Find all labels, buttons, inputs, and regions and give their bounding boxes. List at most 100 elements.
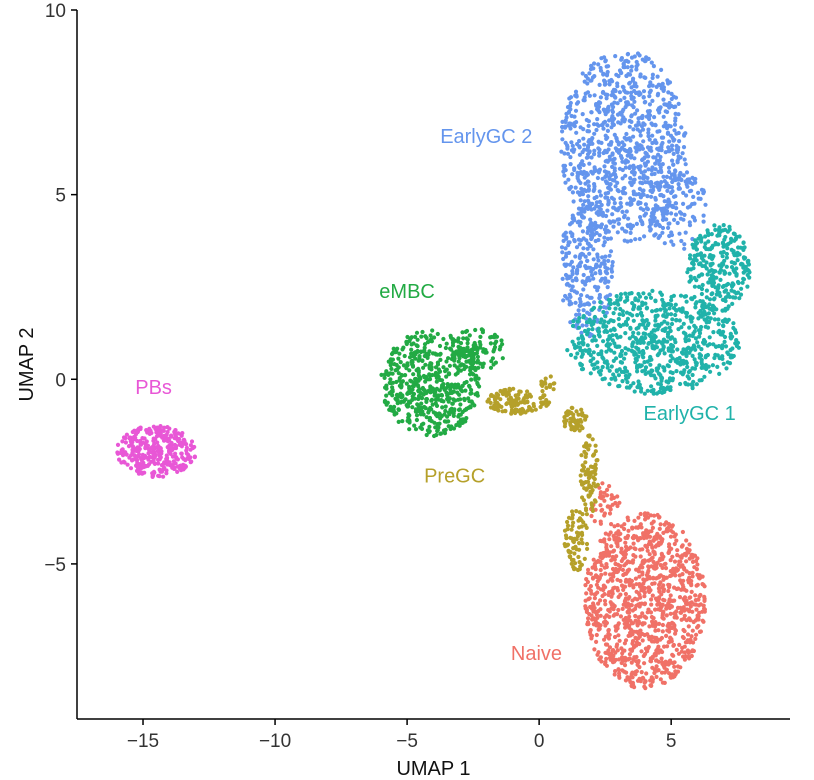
data-point: [608, 142, 613, 147]
data-point: [631, 76, 636, 81]
data-point: [716, 322, 721, 327]
data-point: [726, 304, 731, 309]
data-point: [595, 365, 600, 370]
data-point: [698, 252, 703, 258]
data-point: [600, 481, 605, 486]
data-point: [632, 518, 637, 524]
data-point: [686, 624, 691, 629]
data-point: [598, 300, 603, 305]
scatter-points: [115, 51, 752, 691]
data-point: [660, 585, 665, 590]
data-point: [687, 223, 693, 228]
data-point: [428, 333, 433, 338]
data-point: [162, 425, 167, 430]
data-point: [655, 146, 660, 151]
data-point: [662, 199, 667, 204]
data-point: [638, 133, 643, 138]
data-point: [603, 148, 608, 153]
data-point: [446, 419, 451, 424]
data-point: [434, 403, 440, 408]
data-point: [607, 368, 612, 373]
data-point: [596, 100, 602, 105]
data-point: [623, 540, 628, 545]
data-point: [677, 595, 683, 600]
data-point: [613, 377, 618, 382]
data-point: [726, 352, 731, 357]
data-point: [686, 370, 692, 375]
data-point: [649, 542, 654, 547]
data-point: [405, 361, 410, 366]
data-point: [588, 464, 594, 469]
data-point: [735, 290, 741, 295]
data-point: [599, 496, 604, 501]
data-point: [577, 547, 582, 552]
data-point: [574, 120, 579, 125]
data-point: [427, 424, 432, 429]
data-point: [625, 102, 630, 107]
data-point: [697, 331, 703, 336]
data-point: [667, 100, 672, 106]
data-point: [635, 51, 641, 56]
data-point: [641, 536, 647, 541]
data-point: [630, 608, 636, 613]
data-point: [429, 419, 434, 424]
data-point: [647, 137, 652, 142]
data-point: [379, 372, 384, 377]
data-point: [647, 552, 652, 557]
data-point: [703, 324, 708, 329]
data-point: [628, 326, 633, 331]
data-point: [664, 606, 669, 611]
data-point: [571, 557, 576, 563]
data-point: [653, 323, 658, 328]
data-point: [723, 344, 729, 349]
data-point: [567, 96, 572, 101]
data-point: [647, 116, 652, 122]
data-point: [465, 353, 470, 358]
data-point: [630, 639, 636, 644]
data-point: [665, 603, 670, 608]
data-point: [596, 170, 602, 175]
data-point: [584, 487, 589, 492]
data-point: [711, 282, 716, 287]
data-point: [627, 623, 632, 628]
x-tick-label: 5: [666, 731, 677, 752]
data-point: [653, 167, 658, 172]
data-point: [724, 251, 730, 257]
data-point: [488, 365, 494, 370]
data-point: [577, 138, 582, 144]
data-point: [661, 616, 666, 621]
data-point: [168, 445, 174, 450]
data-point: [605, 135, 610, 140]
data-point: [572, 551, 577, 556]
data-point: [600, 213, 606, 218]
data-point: [562, 415, 567, 420]
data-point: [676, 145, 681, 150]
data-point: [492, 345, 498, 350]
data-point: [641, 176, 646, 181]
data-point: [141, 462, 146, 467]
data-point: [644, 55, 649, 60]
data-point: [656, 607, 661, 612]
data-point: [587, 483, 592, 488]
data-point: [662, 339, 667, 344]
data-point: [569, 140, 574, 145]
data-point: [645, 388, 650, 393]
data-point: [642, 234, 647, 239]
data-point: [693, 176, 698, 182]
data-point: [603, 602, 608, 607]
data-point: [613, 306, 618, 311]
data-point: [642, 652, 648, 657]
data-point: [671, 653, 676, 658]
data-point: [653, 138, 658, 143]
data-point: [657, 162, 662, 167]
data-point: [649, 597, 654, 602]
data-point: [589, 169, 594, 174]
data-point: [615, 623, 620, 628]
data-point: [440, 405, 445, 410]
data-point: [682, 360, 687, 365]
data-point: [622, 663, 628, 668]
data-point: [624, 209, 629, 214]
data-point: [464, 416, 469, 421]
data-point: [694, 632, 699, 637]
data-point: [607, 79, 612, 84]
